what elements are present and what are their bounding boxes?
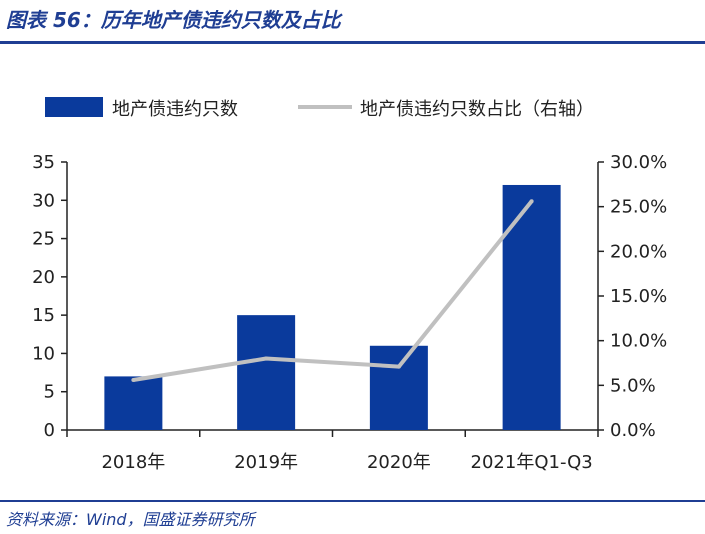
left-tick-label: 0 — [44, 420, 55, 441]
right-tick-label: 5.0% — [610, 375, 656, 396]
line-point — [529, 199, 534, 204]
line-point — [264, 356, 269, 361]
bar — [104, 376, 163, 430]
bar — [237, 315, 296, 430]
line-point — [131, 377, 136, 382]
left-tick-label: 25 — [32, 229, 55, 250]
left-tick-label: 35 — [32, 152, 55, 173]
x-tick-label: 2021年Q1-Q3 — [471, 452, 593, 473]
legend-bar-label: 地产债违约只数 — [112, 99, 238, 120]
bars — [104, 184, 561, 430]
left-tick-label: 10 — [32, 343, 55, 364]
legend-line-label: 地产债违约只数占比（右轴） — [360, 99, 594, 120]
right-tick-label: 0.0% — [610, 420, 656, 441]
legend-bar-swatch — [45, 97, 103, 117]
chart-title: 图表 56：历年地产债违约只数及占比 — [6, 8, 341, 32]
ratio-line — [131, 199, 534, 382]
right-tick-label: 30.0% — [610, 152, 667, 173]
bar — [369, 345, 428, 430]
left-tick-label: 30 — [32, 190, 55, 211]
left-tick-label: 20 — [32, 267, 55, 288]
chart: 地产债违约只数 地产债违约只数占比（右轴） 0 5 10 15 20 25 30 35 0.0%… — [32, 97, 667, 473]
right-tick-label: 10.0% — [610, 331, 667, 352]
left-tick-label: 15 — [32, 305, 55, 326]
right-tick-label: 20.0% — [610, 241, 667, 262]
bar — [502, 184, 561, 430]
right-tick-label: 25.0% — [610, 197, 667, 218]
footer-divider — [0, 500, 705, 502]
source-note: 资料来源：Wind，国盛证券研究所 — [6, 510, 255, 529]
x-tick-label: 2019年 — [234, 452, 298, 473]
left-tick-label: 5 — [44, 382, 55, 403]
ratio-polyline — [133, 200, 534, 382]
title-divider — [0, 41, 705, 44]
x-tick-label: 2018年 — [101, 452, 165, 473]
right-tick-label: 15.0% — [610, 286, 667, 307]
x-tick-label: 2020年 — [367, 452, 431, 473]
line-point — [396, 364, 401, 369]
tick-labels: 0 5 10 15 20 25 30 35 0.0% 5.0% 10.0% 15.0% 20.0% 25.… — [32, 152, 667, 473]
